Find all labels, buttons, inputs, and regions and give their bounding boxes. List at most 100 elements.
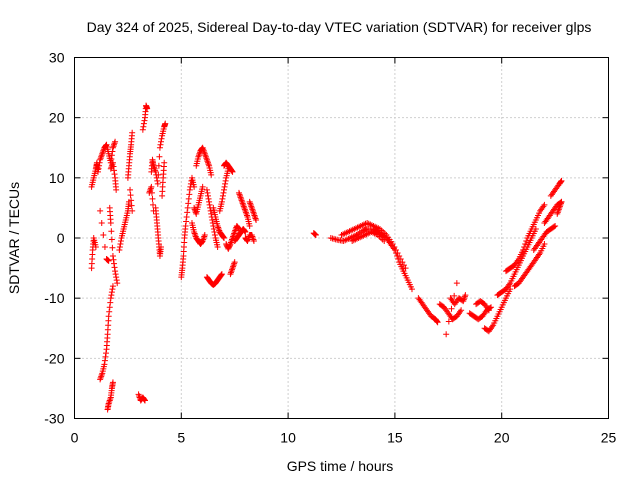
data-point: [394, 250, 401, 257]
data-point: [141, 117, 148, 124]
data-point: [152, 168, 159, 175]
y-tick-label: 30: [49, 50, 65, 66]
data-point: [154, 180, 161, 187]
data-point: [100, 231, 107, 238]
data-point: [250, 238, 257, 245]
data-point: [101, 361, 108, 368]
data-point: [98, 219, 105, 226]
data-point: [149, 195, 156, 202]
data-point: [110, 256, 117, 263]
data-point: [211, 231, 218, 238]
data-point: [520, 247, 527, 254]
chart-title: Day 324 of 2025, Sidereal Day-to-day VTE…: [87, 19, 592, 35]
data-point: [235, 225, 242, 232]
data-point: [220, 234, 227, 241]
data-point: [218, 271, 225, 278]
data-point: [392, 247, 399, 254]
data-point: [110, 163, 117, 170]
x-tick-label: 20: [494, 430, 510, 446]
data-point: [105, 257, 112, 264]
data-point: [448, 305, 455, 312]
data-point: [209, 216, 216, 223]
data-point: [112, 268, 119, 275]
data-point: [148, 183, 155, 190]
data-point: [106, 304, 113, 311]
x-axis-label: GPS time / hours: [287, 458, 394, 474]
y-tick-label: -20: [44, 350, 64, 366]
data-point: [111, 141, 118, 148]
data-point: [220, 189, 227, 196]
data-point: [109, 244, 116, 251]
data-point: [226, 242, 233, 249]
data-point: [101, 357, 108, 364]
data-point: [184, 204, 191, 211]
data-point: [219, 195, 226, 202]
data-point: [158, 244, 165, 251]
data-point: [109, 159, 116, 166]
data-point: [221, 235, 228, 241]
data-point: [229, 168, 236, 175]
data-point: [218, 198, 225, 205]
data-point: [485, 307, 492, 314]
data-point: [541, 241, 548, 248]
data-point: [154, 177, 161, 184]
data-point: [434, 319, 441, 326]
data-point: [451, 292, 458, 299]
data-point: [116, 247, 123, 254]
data-point: [106, 308, 113, 315]
data-point: [127, 192, 134, 199]
data-point: [103, 350, 110, 357]
data-point: [156, 153, 163, 160]
data-point: [139, 126, 146, 133]
data-point: [400, 262, 407, 269]
data-point: [186, 186, 193, 193]
data-point: [107, 219, 114, 226]
data-point: [312, 231, 319, 238]
data-point: [208, 210, 215, 217]
data-point: [203, 186, 210, 193]
data-point: [111, 171, 118, 178]
data-series-sdtvar: [88, 102, 565, 413]
data-point: [205, 192, 211, 199]
data-point: [106, 397, 113, 404]
data-point: [207, 207, 214, 214]
data-point: [396, 253, 403, 260]
data-point: [183, 218, 190, 225]
data-point: [95, 165, 102, 172]
data-point: [155, 171, 162, 178]
data-point: [96, 162, 103, 169]
axis-layer: 0 5 10 15 20 25 -30 -20 -10 0 10 20 30: [44, 50, 616, 446]
y-tick-label: 10: [49, 170, 65, 186]
data-point: [397, 256, 404, 263]
data-point: [108, 292, 115, 299]
data-point: [114, 280, 121, 287]
data-point: [241, 228, 248, 235]
data-point: [98, 373, 105, 380]
data-point: [541, 201, 548, 208]
data-point: [391, 244, 398, 251]
data-point: [109, 286, 116, 293]
data-point: [221, 183, 228, 190]
data-point: [185, 200, 192, 207]
data-point: [462, 292, 469, 299]
data-point: [105, 313, 112, 320]
data-point: [109, 148, 116, 155]
x-tick-label: 10: [280, 430, 296, 446]
data-point: [222, 180, 229, 187]
data-point: [141, 397, 148, 404]
data-point: [381, 238, 388, 245]
data-point: [141, 396, 148, 403]
data-point: [443, 331, 450, 338]
data-point: [156, 144, 163, 151]
y-tick-label: 20: [49, 110, 65, 126]
data-point: [211, 228, 218, 235]
data-point: [218, 271, 225, 278]
data-point: [155, 162, 162, 169]
data-point: [246, 222, 253, 229]
data-point: [148, 189, 155, 196]
data-point: [112, 138, 119, 145]
data-point: [205, 195, 212, 202]
data-point: [94, 168, 101, 175]
data-point: [111, 260, 118, 267]
